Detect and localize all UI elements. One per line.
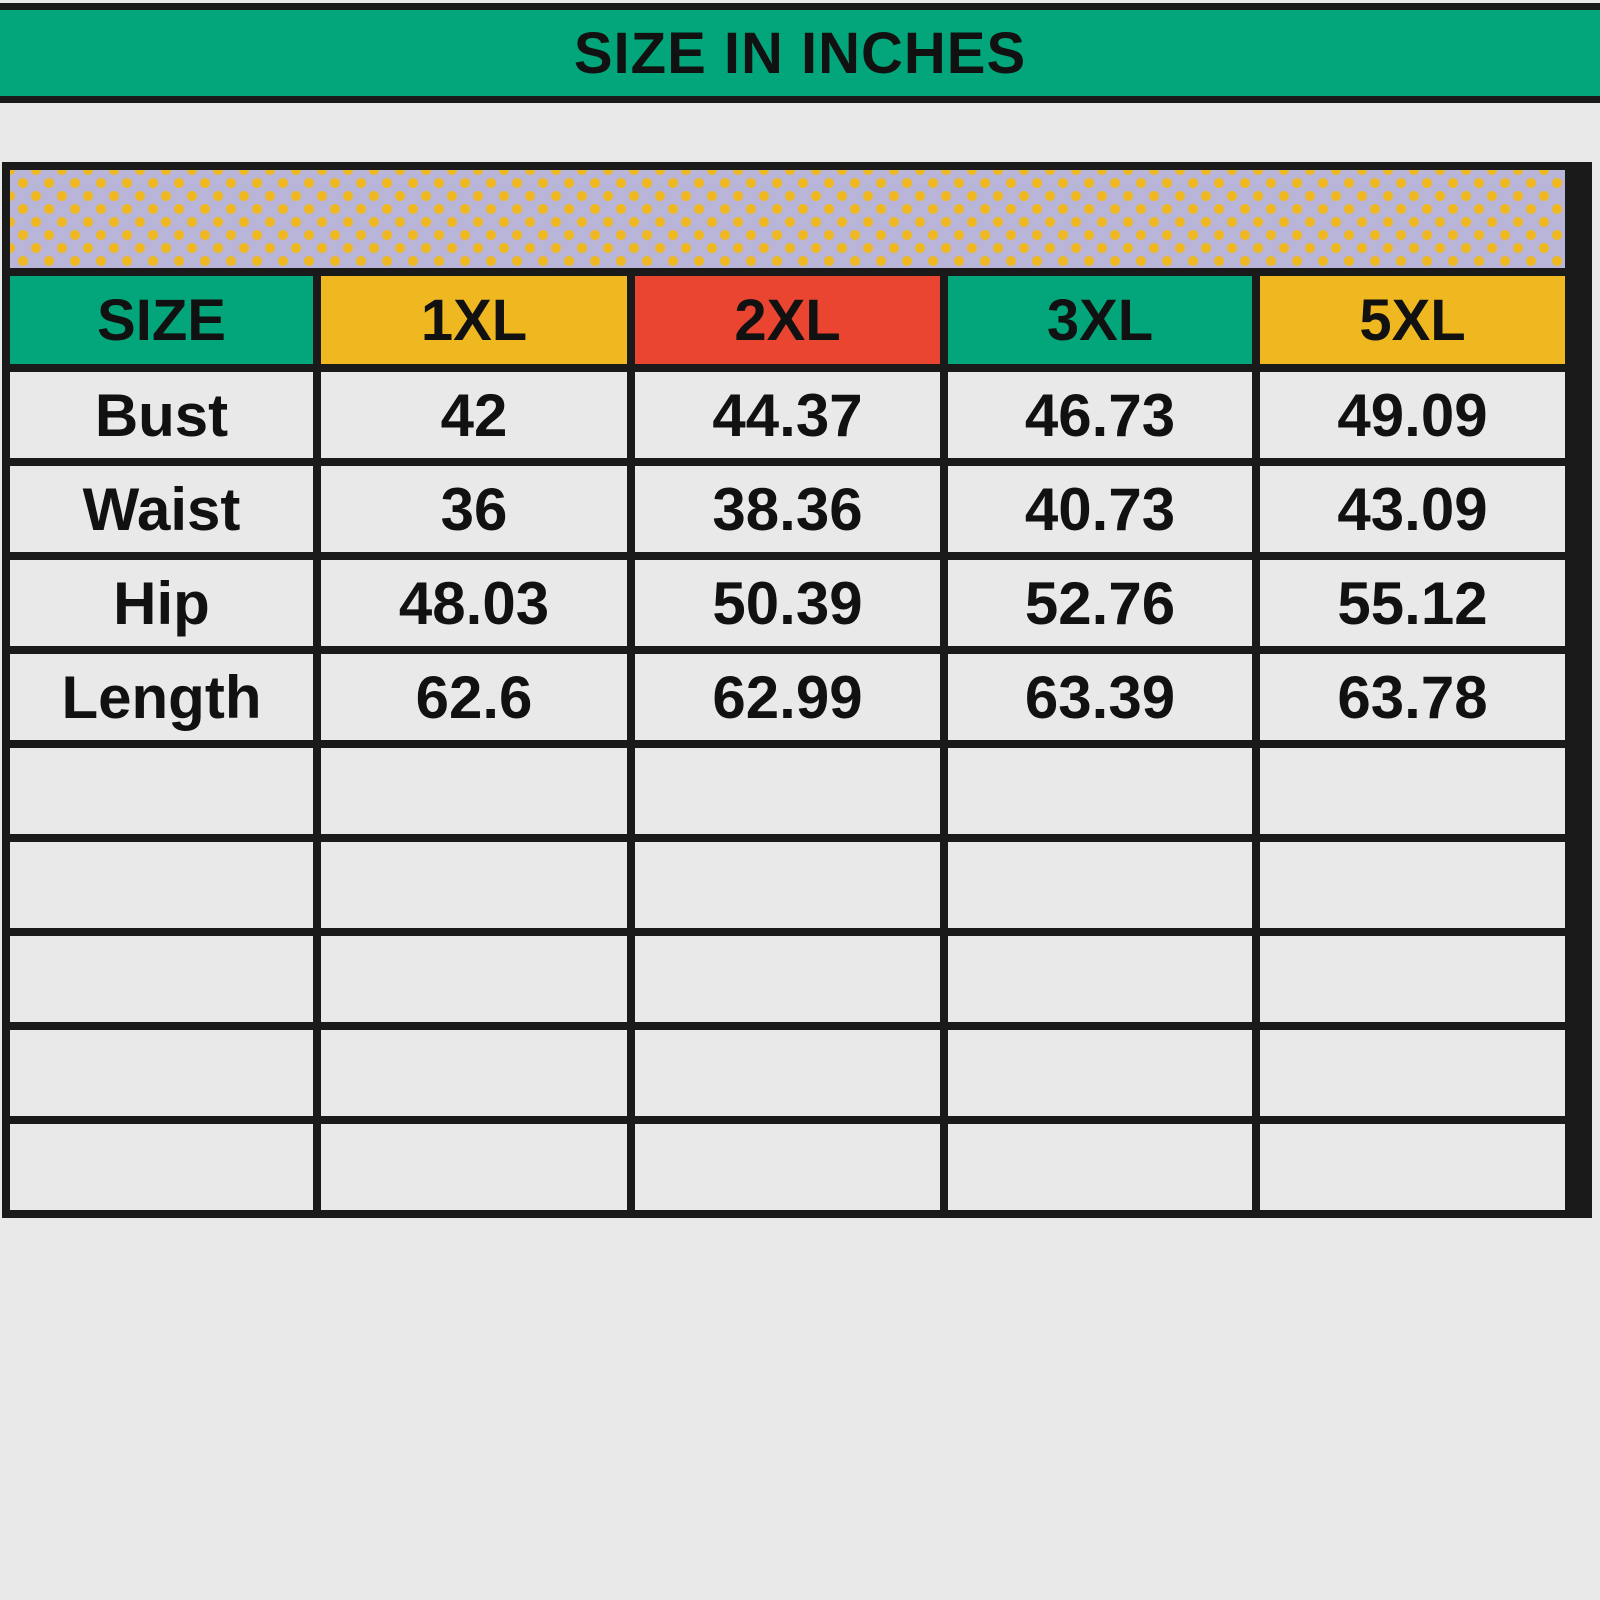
- value-cell: 43.09: [1260, 466, 1565, 552]
- value-cell: [1260, 1124, 1565, 1210]
- value-cell: 46.73: [948, 372, 1252, 458]
- header-cell: 5XL: [1260, 276, 1565, 364]
- value-cell: 42: [321, 372, 627, 458]
- value-cell: 55.12: [1260, 560, 1565, 646]
- value-cell: [321, 936, 627, 1022]
- title-banner: SIZE IN INCHES: [0, 3, 1600, 103]
- value-cell: [635, 748, 940, 834]
- value-cell: 38.36: [635, 466, 940, 552]
- value-cell: [635, 1030, 940, 1116]
- value-cell: 52.76: [948, 560, 1252, 646]
- value-cell: 62.6: [321, 654, 627, 740]
- value-cell: [321, 1124, 627, 1210]
- value-cell: 63.39: [948, 654, 1252, 740]
- value-cell: 62.99: [635, 654, 940, 740]
- value-cell: 63.78: [1260, 654, 1565, 740]
- value-cell: 49.09: [1260, 372, 1565, 458]
- row-label-cell: Hip: [10, 560, 313, 646]
- value-cell: [1260, 842, 1565, 928]
- header-cell: 3XL: [948, 276, 1252, 364]
- value-cell: [635, 936, 940, 1022]
- value-cell: [321, 842, 627, 928]
- value-cell: [1260, 1030, 1565, 1116]
- value-cell: [948, 1030, 1252, 1116]
- page-title: SIZE IN INCHES: [573, 20, 1027, 86]
- row-label-cell: [10, 842, 313, 928]
- header-cell: SIZE: [10, 276, 313, 364]
- value-cell: 40.73: [948, 466, 1252, 552]
- value-cell: [635, 842, 940, 928]
- header-cell: 1XL: [321, 276, 627, 364]
- value-cell: [1260, 748, 1565, 834]
- value-cell: 44.37: [635, 372, 940, 458]
- value-cell: [948, 842, 1252, 928]
- value-cell: [1260, 936, 1565, 1022]
- value-cell: [948, 936, 1252, 1022]
- value-cell: [635, 1124, 940, 1210]
- value-cell: [948, 748, 1252, 834]
- value-cell: [321, 748, 627, 834]
- header-cell: 2XL: [635, 276, 940, 364]
- row-label-cell: [10, 748, 313, 834]
- value-cell: 36: [321, 466, 627, 552]
- row-label-cell: [10, 1124, 313, 1210]
- value-cell: 48.03: [321, 560, 627, 646]
- value-cell: 50.39: [635, 560, 940, 646]
- row-label-cell: Waist: [10, 466, 313, 552]
- row-label-cell: [10, 1030, 313, 1116]
- value-cell: [321, 1030, 627, 1116]
- row-label-cell: Bust: [10, 372, 313, 458]
- dotted-pattern-band: [10, 170, 1565, 268]
- row-label-cell: [10, 936, 313, 1022]
- row-label-cell: Length: [10, 654, 313, 740]
- size-chart-table: SIZE 1XL 2XL 3XL 5XL Bust 42 44.37 46.73 49.09 Wai…: [2, 162, 1592, 1218]
- value-cell: [948, 1124, 1252, 1210]
